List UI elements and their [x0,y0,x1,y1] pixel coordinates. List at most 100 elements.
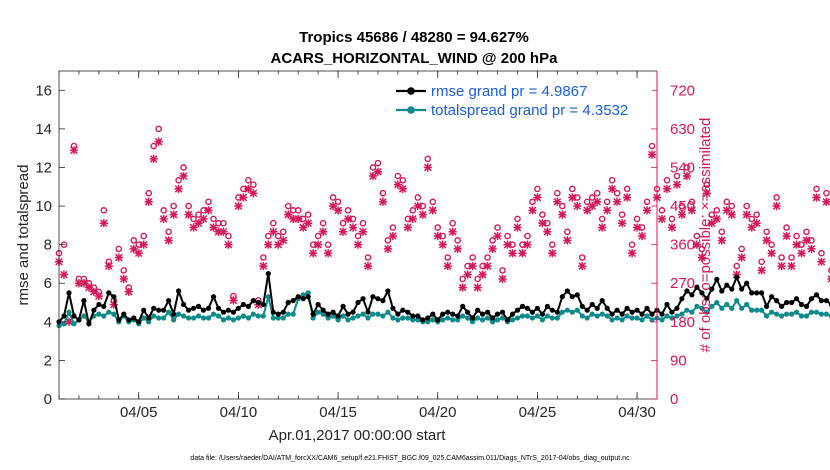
obs-possible-marker [344,207,352,214]
rmse-point [410,313,416,319]
spread-point [764,313,770,319]
obs-possible-marker [324,241,332,248]
rmse-point [589,301,595,308]
obs-assimilated-marker [478,270,487,279]
chart-subtitle: ACARS_HORIZONTAL_WIND @ 200 hPa [271,50,559,67]
obs-assimilated-marker [613,197,622,206]
rmse-point [300,296,306,302]
spread-point [524,313,531,319]
y2-tick-label: 630 [670,121,695,138]
rmse-point [774,298,780,304]
spread-point [754,307,760,313]
rmse-point [335,313,341,319]
obs-possible-marker [768,241,775,248]
rmse-point [340,303,346,309]
rmse-point [803,303,810,309]
rmse-point [689,292,695,298]
spread-point [151,313,157,319]
obs-possible-marker [554,189,561,197]
y2-tick-label: 180 [670,314,695,331]
rmse-point [504,317,511,323]
obs-possible-marker [778,254,785,261]
obs-possible-marker [200,207,207,214]
rmse-point [554,309,560,315]
spread-point [534,313,541,319]
rmse-point [205,305,212,311]
legend-spread-label: totalspread grand pr = 4.3532 [431,102,628,119]
obs-possible-marker [489,237,496,244]
obs-possible-marker [434,224,442,231]
spread-point [245,315,251,321]
obs-assimilated-marker [717,236,726,245]
rmse-point [559,294,565,300]
obs-assimilated-marker [757,266,766,275]
rmse-point [415,313,421,319]
obs-assimilated-marker [249,189,258,198]
obs-possible-marker [180,164,187,171]
obs-possible-marker [250,181,257,188]
obs-possible-marker [394,172,402,180]
obs-possible-marker [245,177,252,184]
obs-possible-marker [334,198,342,206]
spread-point [325,315,331,321]
y-tick-label: 0 [44,391,52,408]
obs-assimilated-marker [623,193,632,202]
spread-point [305,290,311,296]
obs-possible-marker [479,262,486,270]
obs-assimilated-marker [99,219,108,228]
x-axis: 04/05 04/10 04/15 04/20 04/25 04/30 [58,71,658,421]
rmse-point [594,305,600,311]
obs-assimilated-marker [642,206,652,215]
obs-possible-marker [593,189,601,197]
obs-possible-marker [514,215,521,223]
spread-point [659,317,665,323]
obs-possible-marker [678,202,686,210]
spread-point [759,307,765,313]
rmse-point [370,294,376,300]
spread-point [455,317,461,323]
rmse-point [305,294,311,300]
rmse-point [499,309,506,315]
spread-point [215,313,222,319]
legend-rmse-label: rmse grand pr = 4.9867 [431,83,587,100]
rmse-point [435,317,441,323]
obs-possible-marker [544,219,551,227]
obs-assimilated-marker [428,206,437,215]
obs-possible-marker [613,189,621,197]
spread-point [410,317,416,323]
obs-possible-marker [314,232,322,240]
obs-possible-marker [260,254,267,261]
obs-assimilated-marker [498,274,507,284]
y2-tick-label: 90 [670,352,687,369]
obs-possible-marker [583,198,591,206]
obs-assimilated-marker [79,279,89,288]
rmse-point [116,317,122,323]
rmse-point [475,307,481,313]
spread-point [734,298,740,304]
rmse-point [345,311,351,317]
rmse-point [699,290,705,296]
spread-point [400,315,406,321]
rmse-point [719,288,725,294]
rmse-point [564,288,570,294]
spread-point [704,309,710,315]
spread-point [181,313,187,319]
rmse-point [445,309,451,315]
obs-possible-marker [788,254,795,261]
rmse-point [365,309,371,315]
obs-assimilated-marker [154,137,163,146]
obs-assimilated-marker [144,197,153,206]
rmse-point [529,309,536,315]
rmse-point [779,303,785,309]
spread-point [714,299,720,306]
rmse-point [808,296,815,302]
rmse-point [524,305,531,311]
obs-assimilated-marker [74,279,84,288]
obs-assimilated-marker [109,300,118,309]
obs-assimilated-marker [219,227,228,236]
spread-point [549,315,555,321]
rmse-point [375,296,381,302]
spread-point [803,313,810,319]
spread-point [440,317,446,323]
y2-tick-label: 720 [670,82,695,99]
